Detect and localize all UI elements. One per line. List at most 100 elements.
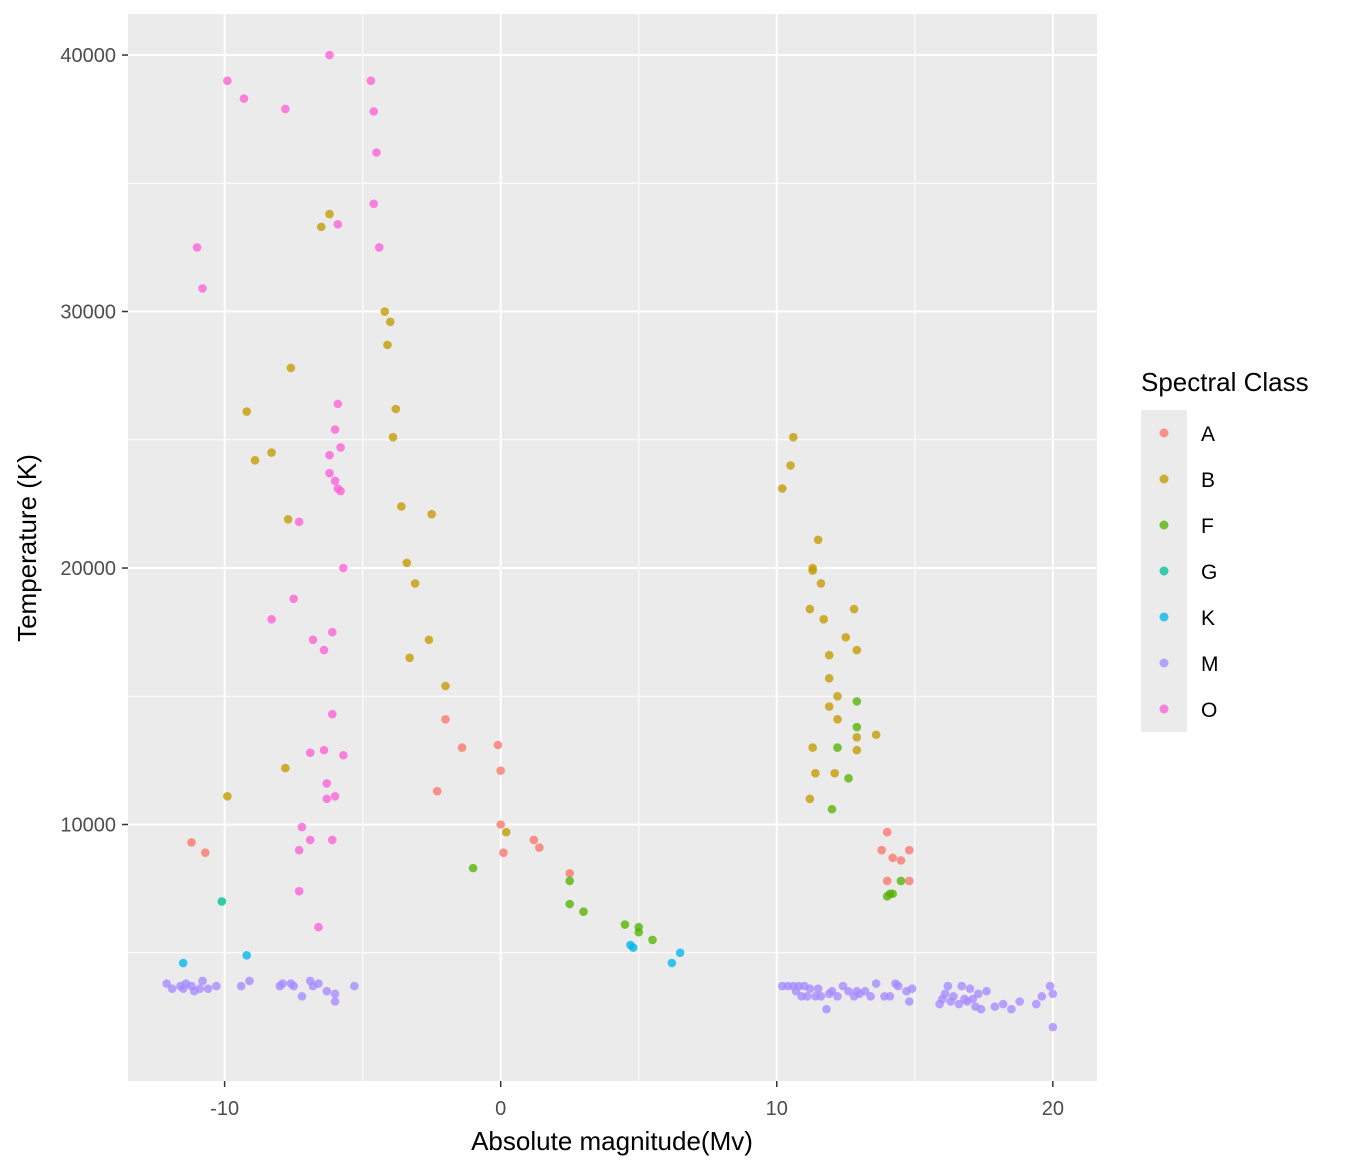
y-tick-label: 30000 bbox=[60, 302, 116, 324]
data-point-o bbox=[294, 845, 304, 855]
y-axis: 10000 20000 30000 40000 bbox=[60, 45, 128, 837]
data-point-f bbox=[565, 899, 575, 909]
data-point-m bbox=[833, 992, 842, 1001]
data-point-m bbox=[998, 999, 1008, 1009]
data-point-m bbox=[827, 986, 837, 996]
data-point-m bbox=[330, 997, 340, 1006]
x-axis-title: Absolute magnitude(Mv) bbox=[471, 1126, 753, 1156]
data-point-o bbox=[198, 284, 207, 293]
data-point-b bbox=[410, 579, 420, 588]
data-point-m bbox=[822, 1004, 831, 1014]
data-point-m bbox=[314, 979, 323, 988]
data-point-o bbox=[325, 468, 334, 478]
data-point-o bbox=[192, 243, 202, 252]
data-point-m bbox=[1031, 999, 1041, 1009]
data-point-f bbox=[648, 935, 657, 945]
data-point-m bbox=[322, 986, 332, 996]
legend-label-k: K bbox=[1201, 607, 1215, 630]
data-point-o bbox=[372, 148, 381, 157]
data-point-b bbox=[223, 791, 232, 801]
data-point-a bbox=[882, 876, 892, 886]
data-point-b bbox=[824, 674, 834, 683]
data-point-b bbox=[824, 650, 834, 660]
data-point-m bbox=[973, 989, 983, 999]
data-point-o bbox=[281, 104, 290, 114]
grid-minor-lines bbox=[128, 14, 1097, 1081]
data-point-o bbox=[322, 779, 332, 788]
data-point-b bbox=[808, 566, 817, 575]
data-point-b bbox=[250, 455, 260, 465]
data-point-m bbox=[1015, 997, 1025, 1006]
data-point-a bbox=[904, 845, 914, 855]
data-point-m bbox=[968, 994, 978, 1004]
data-point-m bbox=[949, 992, 958, 1001]
data-point-b bbox=[816, 579, 826, 588]
data-point-o bbox=[333, 220, 343, 229]
data-point-a bbox=[882, 827, 892, 837]
data-point-o bbox=[322, 794, 332, 804]
data-point-o bbox=[336, 486, 345, 496]
data-point-k bbox=[667, 958, 677, 968]
data-point-m bbox=[957, 981, 967, 991]
data-point-o bbox=[289, 594, 298, 604]
data-point-o bbox=[308, 635, 318, 645]
data-point-o bbox=[366, 76, 376, 85]
data-point-m bbox=[1037, 992, 1047, 1001]
data-point-a bbox=[535, 843, 544, 852]
data-point-o bbox=[305, 835, 315, 845]
data-point-a bbox=[493, 740, 503, 750]
data-point-a bbox=[432, 786, 442, 796]
data-point-a bbox=[200, 848, 210, 858]
x-axis: -10 0 10 20 bbox=[210, 1081, 1064, 1120]
data-point-m bbox=[813, 984, 823, 993]
data-point-f bbox=[844, 774, 853, 783]
data-point-m bbox=[802, 992, 812, 1001]
data-point-b bbox=[777, 484, 787, 493]
data-point-b bbox=[424, 635, 434, 645]
legend-key-g bbox=[1159, 566, 1169, 576]
data-point-o bbox=[339, 750, 348, 760]
data-point-b bbox=[316, 222, 326, 232]
data-point-m bbox=[965, 984, 975, 993]
data-point-m bbox=[904, 997, 914, 1006]
data-point-m bbox=[954, 999, 964, 1009]
data-point-f bbox=[620, 920, 630, 929]
legend-title: Spectral Class bbox=[1141, 367, 1309, 397]
data-point-b bbox=[841, 632, 851, 642]
data-point-b bbox=[813, 535, 823, 545]
data-point-b bbox=[852, 733, 862, 742]
y-tick-label: 10000 bbox=[60, 815, 116, 837]
data-point-k bbox=[675, 948, 685, 958]
data-point-m bbox=[198, 976, 207, 986]
legend-label-f: F bbox=[1201, 515, 1214, 538]
data-point-b bbox=[405, 653, 414, 663]
x-tick-label: 20 bbox=[1042, 1098, 1064, 1120]
data-point-o bbox=[314, 922, 323, 932]
data-point-m bbox=[943, 981, 953, 991]
data-point-b bbox=[852, 745, 862, 755]
data-point-b bbox=[242, 407, 252, 416]
data-point-b bbox=[281, 763, 290, 773]
data-point-b bbox=[325, 209, 334, 219]
data-point-a bbox=[904, 876, 914, 886]
data-point-m bbox=[838, 981, 848, 991]
legend-label-m: M bbox=[1201, 653, 1219, 676]
data-point-o bbox=[223, 76, 232, 85]
data-point-b bbox=[805, 794, 815, 804]
x-tick-label: -10 bbox=[210, 1098, 239, 1120]
data-point-a bbox=[896, 856, 906, 865]
data-point-b bbox=[501, 827, 511, 837]
legend-key-m bbox=[1159, 658, 1169, 668]
legend-label-a: A bbox=[1201, 423, 1215, 446]
data-point-o bbox=[339, 563, 348, 573]
y-tick-label: 20000 bbox=[60, 558, 116, 580]
data-point-o bbox=[305, 748, 315, 757]
data-point-m bbox=[893, 981, 903, 991]
data-point-m bbox=[885, 992, 895, 1001]
data-point-o bbox=[294, 886, 304, 896]
data-point-b bbox=[833, 715, 842, 724]
data-point-b bbox=[441, 681, 450, 691]
